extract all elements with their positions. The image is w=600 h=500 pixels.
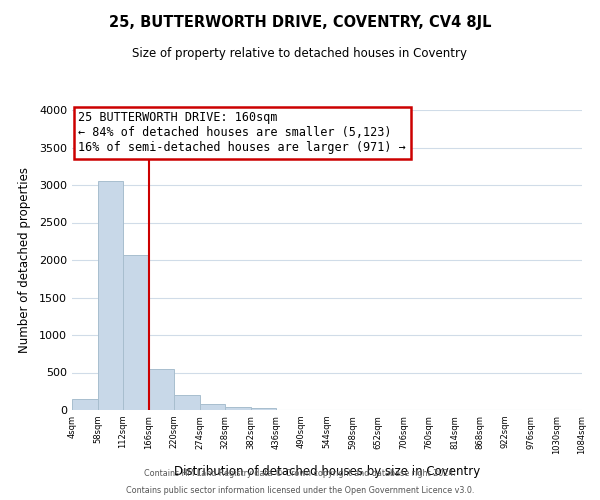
Text: 25 BUTTERWORTH DRIVE: 160sqm
← 84% of detached houses are smaller (5,123)
16% of: 25 BUTTERWORTH DRIVE: 160sqm ← 84% of de… — [79, 112, 406, 154]
Text: 25, BUTTERWORTH DRIVE, COVENTRY, CV4 8JL: 25, BUTTERWORTH DRIVE, COVENTRY, CV4 8JL — [109, 15, 491, 30]
Bar — [174, 394, 199, 410]
Bar — [72, 399, 97, 410]
Text: Contains public sector information licensed under the Open Government Licence v3: Contains public sector information licen… — [126, 486, 474, 495]
Bar — [251, 408, 276, 410]
Bar — [123, 255, 149, 410]
Bar — [97, 181, 123, 410]
Bar — [149, 369, 174, 410]
Y-axis label: Number of detached properties: Number of detached properties — [17, 167, 31, 353]
Bar — [225, 407, 251, 410]
Text: Contains HM Land Registry data © Crown copyright and database right 2024.: Contains HM Land Registry data © Crown c… — [144, 468, 456, 477]
Bar — [199, 404, 225, 410]
Text: Size of property relative to detached houses in Coventry: Size of property relative to detached ho… — [133, 48, 467, 60]
X-axis label: Distribution of detached houses by size in Coventry: Distribution of detached houses by size … — [174, 465, 480, 478]
